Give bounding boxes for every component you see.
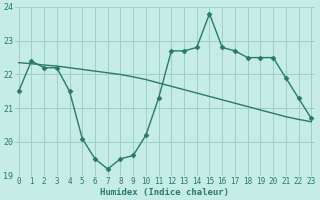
X-axis label: Humidex (Indice chaleur): Humidex (Indice chaleur) [100,188,229,197]
